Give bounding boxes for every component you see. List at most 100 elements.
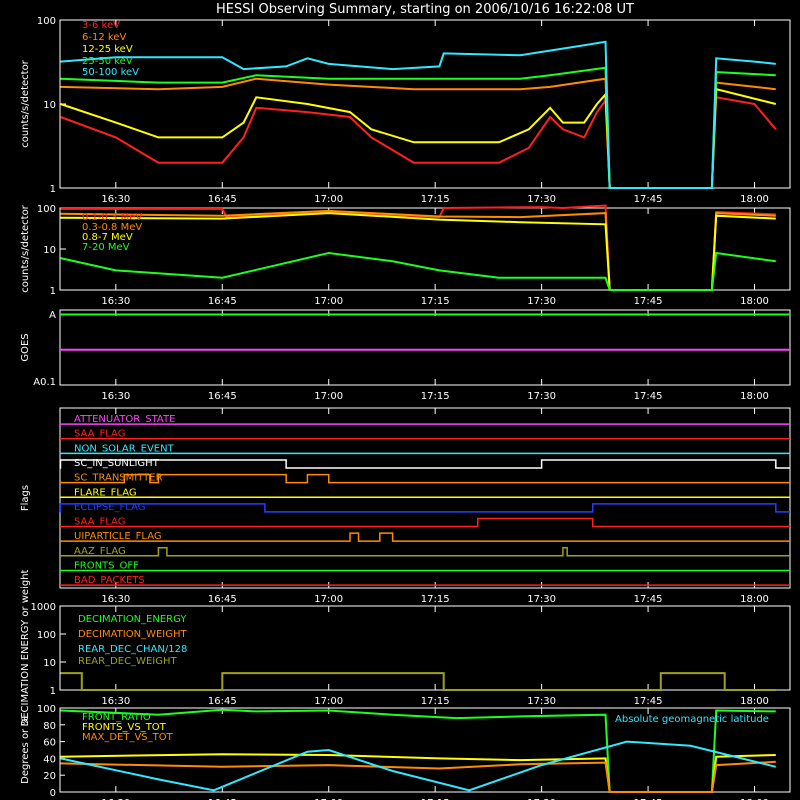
series-line-decim-3 [60,672,776,691]
y-tick-label: 100 [37,630,56,641]
legend-entry: 50-100 keV [82,67,139,78]
y-axis-label-goes: GOES [20,333,31,361]
series-line-hi-2 [60,212,776,291]
time-tick-label: 18:00 [740,194,769,205]
legend-entry: REAR_DEC_WEIGHT [78,656,177,667]
series-line-misc-2 [60,760,776,793]
legend-entry: 0.3-0.8 MeV [82,222,142,233]
time-tick-label: 17:30 [527,296,556,307]
flag-label: FLARE_FLAG [74,487,137,498]
time-tick-label: 18:00 [740,594,769,605]
y-tick-label: 40 [43,754,56,765]
time-tick-label: 17:30 [527,194,556,205]
legend-entry: 12-25 keV [82,44,133,55]
time-tick-label: 16:45 [208,696,237,707]
y-tick-label: 1 [50,686,56,697]
y-tick-label: 60 [43,738,56,749]
flag-label: ECLIPSE_FLAG [74,502,145,513]
time-tick-label: 18:00 [740,391,769,402]
time-tick-label: 16:30 [101,594,130,605]
time-tick-label: 17:15 [421,798,450,800]
time-tick-label: 17:15 [421,296,450,307]
y-axis-label: counts/s/detector [20,204,31,292]
legend-entry: Absolute geomagnetic latitude [615,714,769,725]
time-tick-label: 16:30 [101,696,130,707]
y-axis-label: Degrees or % [20,716,31,784]
y-tick-label: 1 [50,286,56,297]
legend-entry: DECIMATION_WEIGHT [78,629,187,640]
y-axis-label-flags: Flags [20,485,31,511]
legend-entry: REAR_DEC_CHAN/128 [78,644,187,655]
flag-label: SAA_FLAG [74,429,125,440]
y-tick-label: 10 [43,100,56,111]
time-tick-label: 17:15 [421,391,450,402]
series-line-lo-2 [60,87,777,189]
time-tick-label: 17:00 [314,594,343,605]
time-tick-label: 16:45 [208,296,237,307]
time-tick-label: 16:45 [208,594,237,605]
y-tick-label: 10 [43,658,56,669]
time-tick-label: 18:00 [740,696,769,707]
time-tick-label: 17:00 [314,391,343,402]
time-tick-label: 16:30 [101,194,130,205]
time-tick-label: 16:30 [101,798,130,800]
y-tick-label: 100 [37,204,56,215]
time-tick-label: 17:00 [314,296,343,307]
figure-title: HESSI Observing Summary, starting on 200… [216,2,634,17]
y-axis-label: DECIMATION ENERGY or weight [20,569,31,726]
panel-frame-hi [59,207,791,291]
y-axis-label-decim: DECIMATION ENERGY or weight [20,569,31,726]
time-tick-label: 17:30 [527,696,556,707]
flag-label: NON_SOLAR_EVENT [74,443,175,454]
time-tick-label: 16:30 [101,391,130,402]
y-axis-label-lo: counts/s/detector [20,59,31,147]
series-line-misc-1 [60,753,776,793]
panel-frame-misc [59,707,791,793]
flag-label: BAD_PACKETS [74,575,145,586]
time-tick-label: 17:15 [421,594,450,605]
time-tick-label: 17:45 [634,696,663,707]
y-axis-label-hi: counts/s/detector [20,204,31,292]
y-tick-label: 100 [37,704,56,715]
time-tick-label: 17:45 [634,194,663,205]
y-tick-label: 0 [50,788,56,799]
flag-label: UIPARTICLE_FLAG [74,531,162,542]
flag-label: SC_IN_SUNLIGHT [74,458,160,469]
y-axis-label: Flags [20,485,31,511]
y-tick-label: 1000 [31,602,56,613]
flag-label: ATTENUATOR_STATE [74,414,175,425]
time-tick-label: 17:45 [634,594,663,605]
y-axis-label-misc: Degrees or % [20,716,31,784]
flag-line-4 [60,473,790,484]
legend-entry: 7-20 MeV [82,242,130,253]
flag-line-9 [60,547,790,557]
time-tick-label: 17:00 [314,798,343,800]
series-line-lo-3 [60,66,776,189]
y-tick-label: A [49,310,56,321]
time-tick-label: 16:45 [208,798,237,800]
flag-line-8 [60,532,790,542]
time-tick-label: 16:45 [208,194,237,205]
flag-label: SAA_FLAG [74,517,125,528]
time-tick-label: 17:30 [527,594,556,605]
y-tick-label: 10 [43,245,56,256]
time-tick-label: 17:45 [634,391,663,402]
series-line-lo-4 [60,40,776,189]
time-tick-label: 16:45 [208,391,237,402]
time-tick-label: 17:15 [421,696,450,707]
legend-entry: FRONT_RATIO [82,712,151,723]
panel-frame-decim [59,605,791,691]
legend-entry: 3-6 keV [82,20,120,31]
time-tick-label: 17:45 [634,798,663,800]
panel-frame-goes [59,309,791,386]
series-line-hi-3 [60,251,776,291]
time-tick-label: 18:00 [740,798,769,800]
y-tick-label: 80 [43,721,56,732]
time-tick-label: 17:15 [421,194,450,205]
y-tick-label: 100 [37,16,56,27]
time-tick-label: 17:30 [527,798,556,800]
legend-entry: 25-50 keV [82,56,133,67]
legend-entry: 0.8-7 MeV [82,232,133,243]
y-tick-label: A0.1 [33,377,56,388]
